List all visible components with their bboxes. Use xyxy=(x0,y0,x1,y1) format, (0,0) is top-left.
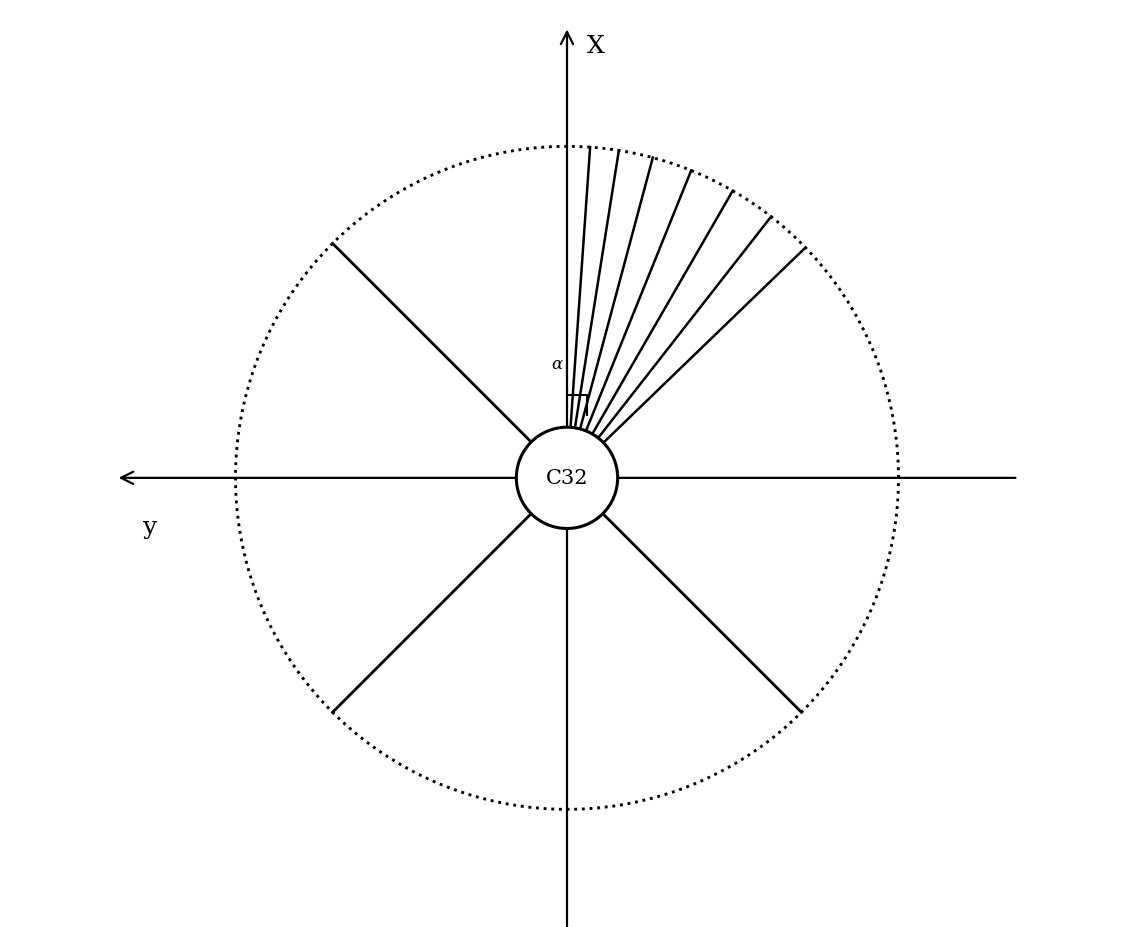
Text: C32: C32 xyxy=(545,469,589,488)
Circle shape xyxy=(516,427,618,529)
Text: α: α xyxy=(551,356,562,373)
Text: X: X xyxy=(587,34,606,57)
Text: y: y xyxy=(143,515,158,538)
